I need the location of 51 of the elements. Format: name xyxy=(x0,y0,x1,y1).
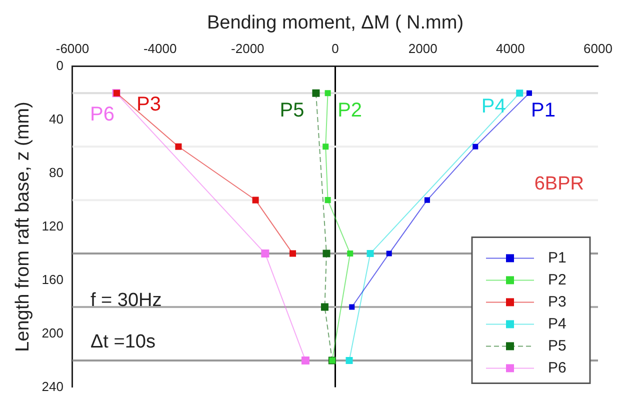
point xyxy=(386,250,392,256)
point xyxy=(346,356,353,364)
legend-label: P6 xyxy=(548,359,566,376)
text: P5 xyxy=(280,100,304,122)
y-axis-title: Length from raft base, z (mm) xyxy=(12,102,34,352)
x-axis-title: Bending moment, ΔM ( N.mm) xyxy=(206,12,464,34)
point xyxy=(424,197,430,203)
point xyxy=(261,250,270,258)
legend-label: P3 xyxy=(548,293,566,310)
point xyxy=(320,303,328,311)
point xyxy=(324,90,331,96)
point xyxy=(322,250,330,258)
x-tick-label: 0 xyxy=(332,41,339,56)
point xyxy=(301,356,310,364)
point xyxy=(290,250,296,257)
y-tick-label: 80 xyxy=(49,164,64,180)
point xyxy=(322,144,329,150)
annotation: 6BPR xyxy=(534,173,584,194)
y-tick-label: 0 xyxy=(56,58,64,73)
x-tick-label: 4000 xyxy=(496,41,525,56)
x-tick-label: -2000 xyxy=(231,41,264,56)
point xyxy=(526,90,532,96)
point xyxy=(324,197,331,204)
annotation: Δt =10s xyxy=(90,332,156,353)
legend-label: P4 xyxy=(548,315,566,332)
point xyxy=(175,143,182,150)
point xyxy=(349,304,355,310)
point xyxy=(472,144,478,150)
x-tick-label: -6000 xyxy=(56,41,90,56)
x-tick-label: 2000 xyxy=(408,41,438,56)
point xyxy=(312,89,320,97)
point xyxy=(516,90,524,97)
x-tick-label: 6000 xyxy=(584,41,612,56)
point xyxy=(252,196,259,204)
y-tick-label: 200 xyxy=(42,325,64,340)
annotation: f = 30Hz xyxy=(90,290,162,311)
x-tick-label: -4000 xyxy=(143,41,177,56)
point xyxy=(347,250,354,257)
text: P2 xyxy=(338,100,362,122)
point xyxy=(366,250,374,258)
legend-label: P2 xyxy=(548,271,566,288)
legend-label: P1 xyxy=(548,249,566,266)
text: P1 xyxy=(531,100,556,122)
y-tick-label: 240 xyxy=(42,378,64,394)
y-tick-label: 40 xyxy=(49,111,64,126)
text: P6 xyxy=(90,104,115,126)
y-tick-label: 120 xyxy=(42,218,64,234)
legend-label: P5 xyxy=(548,337,566,354)
y-tick-label: 160 xyxy=(42,272,64,287)
text: P3 xyxy=(136,94,161,116)
text: P4 xyxy=(481,96,506,118)
